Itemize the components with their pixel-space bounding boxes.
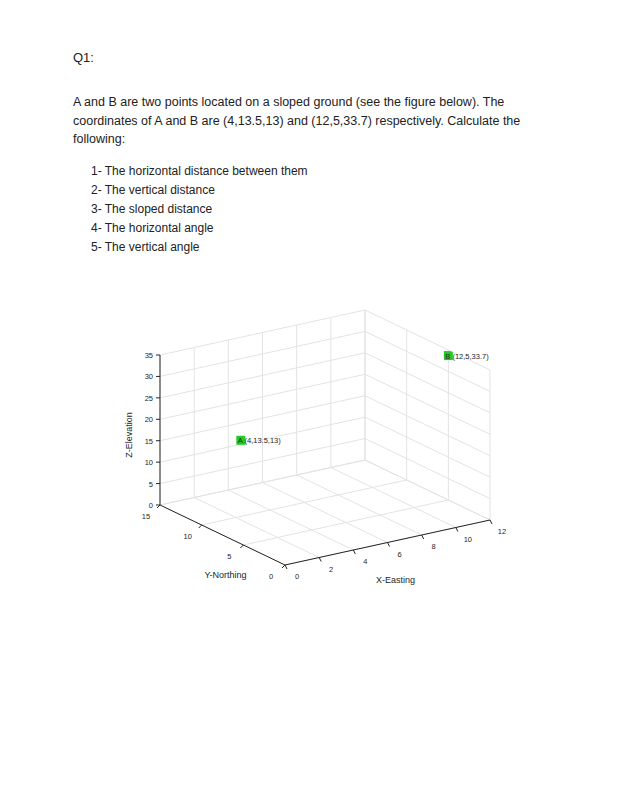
grid-line (365, 310, 366, 460)
y-tick-label: 5 (227, 552, 231, 561)
x-tick-label: 2 (329, 565, 333, 574)
question: 5- The vertical angle (91, 240, 200, 254)
grid-line (406, 330, 407, 480)
z-tick (156, 505, 160, 506)
x-tick-label: 10 (464, 535, 472, 544)
grid-line (365, 310, 490, 370)
z-tick (156, 397, 160, 398)
grid-line (160, 439, 365, 484)
grid-line (297, 475, 422, 535)
x-tick (319, 558, 321, 562)
x-tick (388, 543, 390, 547)
question: 2- The vertical distance (91, 183, 215, 197)
y-tick (282, 565, 285, 568)
grid-line (160, 355, 161, 505)
z-axis-line (160, 355, 161, 505)
grid-line (194, 348, 195, 498)
grid-line (330, 318, 331, 468)
grid-line (160, 331, 365, 376)
z-tick (156, 419, 160, 420)
grid-line (228, 340, 229, 490)
z-tick (156, 440, 160, 441)
z-tick (156, 376, 160, 377)
grid-line (490, 370, 491, 520)
x-tick (456, 528, 458, 532)
points (236, 351, 453, 445)
question: 1- The horizontal distance between them (91, 164, 308, 178)
grid-line (160, 417, 365, 462)
z-tick-label: 10 (145, 458, 153, 467)
x-tick (353, 550, 355, 554)
z-axis-title: Z-Elevation (124, 412, 134, 458)
z-tick-label: 5 (149, 480, 153, 489)
z-tick-label: 30 (145, 372, 153, 381)
x-tick (285, 565, 287, 569)
grid-line (228, 490, 353, 550)
z-tick (156, 462, 160, 463)
grid-line (202, 480, 407, 525)
grid-line (160, 460, 365, 505)
x-axis-line (285, 520, 490, 565)
grid-line (194, 498, 319, 558)
paragraph-line: A and B are two points located on a slop… (73, 95, 504, 109)
x-tick-label: 12 (498, 527, 506, 536)
x-tick-label: 8 (432, 542, 436, 551)
paragraph-line: following: (73, 132, 125, 146)
z-tick-label: 20 (145, 415, 153, 424)
grid-line (296, 325, 297, 475)
y-tick-label: 10 (183, 532, 191, 541)
z-tick (156, 355, 160, 356)
z-tick-label: 0 (149, 501, 153, 510)
question: 3- The sloped distance (91, 202, 213, 216)
y-tick (240, 545, 243, 548)
y-axis-title: Y-Northing (204, 570, 246, 580)
y-tick-label: 0 (269, 572, 273, 581)
point-label: A (4,13.5,13) (238, 436, 281, 445)
point-label: B (12,5,33.7) (445, 352, 489, 361)
z-tick-label: 35 (145, 351, 153, 360)
grid-line (160, 310, 365, 355)
grid-line (262, 333, 263, 483)
grid (160, 310, 490, 565)
grid-line (160, 460, 365, 505)
point-labels: A (4,13.5,13) B (12,5,33.7) (238, 352, 489, 446)
y-axis-line (160, 505, 285, 565)
z-tick-label: 15 (145, 437, 153, 446)
x-tick (490, 520, 492, 524)
question: 4- The horizontal angle (91, 221, 214, 235)
x-tick-label: 6 (397, 550, 401, 559)
grid-line (160, 353, 365, 398)
grid-line (263, 483, 388, 543)
grid-line (160, 374, 365, 419)
grid-line (160, 396, 365, 441)
grid-line (448, 350, 449, 500)
y-tick (199, 525, 202, 528)
x-tick-label: 4 (363, 557, 367, 566)
grid-line (331, 468, 456, 528)
page: Q1: A and B are two points located on a s… (0, 0, 618, 800)
paragraph-line: coordinates of A and B are (4,13.5,13) a… (73, 114, 520, 128)
grid-line (365, 310, 366, 460)
z-tick-label: 25 (145, 394, 153, 403)
heading: Q1: (73, 50, 94, 65)
chart: 0 2 4 6 8 10 12 0 5 10 15 0 5 10 15 20 25 30 35 X-Easting Y-… (124, 310, 506, 585)
x-axis-title: X-Easting (376, 575, 415, 585)
axes: 0 2 4 6 8 10 12 0 5 10 15 0 5 10 15 20 25 30 35 X-Easting Y-… (124, 351, 506, 585)
z-tick (156, 483, 160, 484)
x-tick (422, 535, 424, 539)
grid-line (285, 520, 490, 565)
x-tick-label: 0 (295, 572, 299, 581)
grid-line (160, 505, 285, 565)
grid-line (243, 500, 448, 545)
y-tick-label: 15 (142, 512, 150, 521)
y-tick (157, 505, 160, 508)
